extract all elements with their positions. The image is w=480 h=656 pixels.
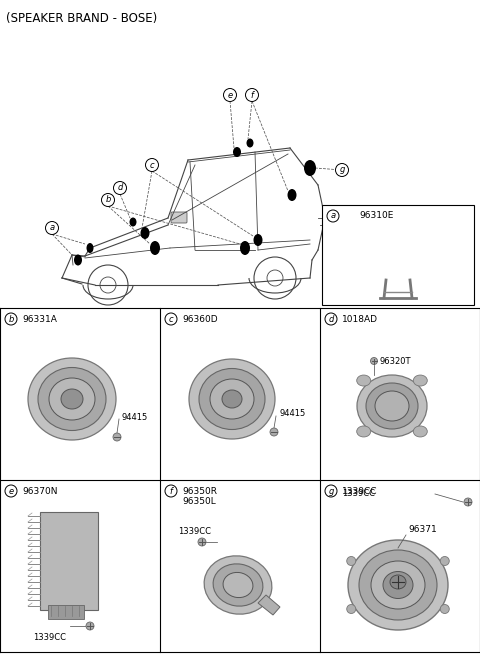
Ellipse shape: [391, 260, 405, 268]
Ellipse shape: [390, 575, 406, 589]
Circle shape: [270, 428, 278, 436]
Ellipse shape: [253, 234, 263, 246]
Circle shape: [336, 163, 348, 176]
Circle shape: [224, 89, 237, 102]
Ellipse shape: [233, 147, 241, 157]
Ellipse shape: [240, 241, 250, 255]
Circle shape: [165, 485, 177, 497]
Text: f: f: [251, 91, 253, 100]
Ellipse shape: [213, 564, 263, 606]
Ellipse shape: [61, 389, 83, 409]
Ellipse shape: [28, 358, 116, 440]
Circle shape: [5, 485, 17, 497]
Circle shape: [325, 485, 337, 497]
FancyBboxPatch shape: [322, 205, 474, 305]
Ellipse shape: [204, 556, 272, 614]
Ellipse shape: [357, 375, 371, 386]
Text: 96320T: 96320T: [379, 356, 410, 365]
Text: 96370N: 96370N: [22, 487, 58, 495]
Circle shape: [347, 604, 356, 613]
Text: (SPEAKER BRAND - BOSE): (SPEAKER BRAND - BOSE): [6, 12, 157, 25]
Text: e: e: [228, 91, 233, 100]
Circle shape: [325, 313, 337, 325]
Ellipse shape: [386, 260, 410, 272]
Text: f: f: [169, 487, 172, 495]
Ellipse shape: [357, 375, 427, 437]
Text: a: a: [330, 211, 336, 220]
Text: 1339CC: 1339CC: [342, 489, 375, 499]
Text: c: c: [150, 161, 154, 169]
Circle shape: [46, 222, 59, 234]
Ellipse shape: [86, 243, 94, 253]
Ellipse shape: [371, 561, 425, 609]
Ellipse shape: [189, 359, 275, 439]
Text: 96350R: 96350R: [182, 487, 217, 495]
Ellipse shape: [288, 189, 297, 201]
Text: c: c: [168, 314, 173, 323]
Text: d: d: [328, 314, 334, 323]
Ellipse shape: [38, 367, 106, 430]
Ellipse shape: [366, 383, 418, 429]
Ellipse shape: [359, 550, 437, 620]
Circle shape: [327, 210, 339, 222]
Ellipse shape: [413, 426, 427, 437]
Text: g: g: [328, 487, 334, 495]
Circle shape: [145, 159, 158, 171]
Polygon shape: [258, 595, 280, 615]
Text: b: b: [105, 195, 111, 205]
Circle shape: [440, 556, 449, 565]
Text: a: a: [49, 224, 55, 232]
Ellipse shape: [413, 375, 427, 386]
Circle shape: [165, 313, 177, 325]
FancyBboxPatch shape: [48, 605, 84, 619]
Ellipse shape: [222, 390, 242, 408]
Circle shape: [101, 194, 115, 207]
Circle shape: [347, 556, 356, 565]
Ellipse shape: [150, 241, 160, 255]
Ellipse shape: [304, 160, 316, 176]
Ellipse shape: [375, 391, 409, 421]
Circle shape: [371, 358, 377, 365]
Ellipse shape: [210, 379, 254, 419]
Text: 96350L: 96350L: [182, 497, 216, 506]
Text: 96371: 96371: [408, 525, 437, 535]
Circle shape: [5, 313, 17, 325]
Circle shape: [113, 433, 121, 441]
Text: 1339CC: 1339CC: [33, 634, 66, 642]
Text: 94415: 94415: [122, 413, 148, 422]
Ellipse shape: [383, 571, 413, 598]
Circle shape: [440, 604, 449, 613]
Text: 96331A: 96331A: [22, 314, 57, 323]
FancyBboxPatch shape: [40, 512, 98, 610]
Text: 94415: 94415: [279, 409, 305, 419]
Text: d: d: [117, 184, 123, 192]
Text: 96360D: 96360D: [182, 314, 217, 323]
Ellipse shape: [74, 255, 82, 266]
Ellipse shape: [348, 540, 448, 630]
Circle shape: [245, 89, 259, 102]
Circle shape: [198, 538, 206, 546]
Circle shape: [113, 182, 127, 194]
Text: b: b: [8, 314, 14, 323]
FancyBboxPatch shape: [171, 212, 187, 223]
Ellipse shape: [199, 369, 265, 430]
Ellipse shape: [357, 426, 371, 437]
Ellipse shape: [130, 218, 136, 226]
Ellipse shape: [247, 138, 253, 148]
Text: 1339CC: 1339CC: [342, 487, 377, 495]
Circle shape: [86, 622, 94, 630]
Ellipse shape: [141, 227, 149, 239]
Ellipse shape: [49, 378, 95, 420]
Circle shape: [464, 498, 472, 506]
Text: 1018AD: 1018AD: [342, 314, 378, 323]
Text: 1339CC: 1339CC: [178, 527, 211, 537]
Ellipse shape: [223, 573, 253, 598]
Text: g: g: [339, 165, 345, 174]
Text: e: e: [9, 487, 13, 495]
FancyBboxPatch shape: [377, 257, 419, 283]
Text: 96310E: 96310E: [360, 211, 394, 220]
